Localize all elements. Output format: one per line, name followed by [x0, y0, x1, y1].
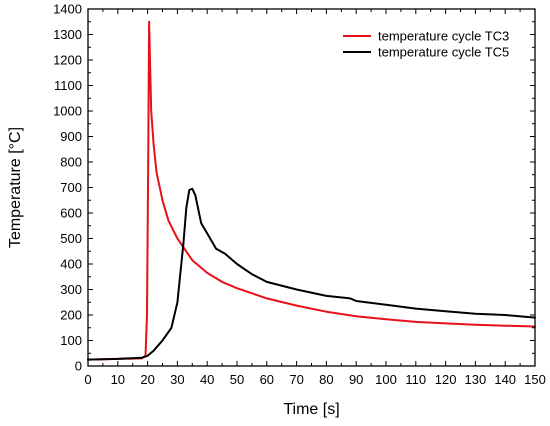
- x-tick-label: 150: [524, 372, 546, 387]
- legend-label: temperature cycle TC5: [378, 45, 509, 60]
- x-tick-label: 120: [435, 372, 457, 387]
- y-tick-label: 400: [60, 257, 82, 272]
- axes-layer: 0 10 20 30 40 50 60 70 80 90 100 110 120 130 140 150 0 10…: [53, 2, 546, 388]
- y-tick-label: 500: [60, 231, 82, 246]
- x-tick-label: 10: [111, 372, 125, 387]
- x-tick-label: 0: [84, 372, 91, 387]
- y-tick-label: 1300: [53, 27, 82, 42]
- x-tick-label: 100: [375, 372, 397, 387]
- y-tick-label: 1400: [53, 2, 82, 17]
- y-tick-label: 600: [60, 206, 82, 221]
- x-tick-label: 50: [230, 372, 244, 387]
- y-tick-label: 1200: [53, 53, 82, 68]
- x-tick-label: 30: [170, 372, 184, 387]
- y-tick-label: 100: [60, 333, 82, 348]
- x-tick-label: 130: [465, 372, 487, 387]
- x-tick-label: 110: [405, 372, 426, 387]
- y-tick-label: 300: [60, 282, 82, 297]
- y-tick-label: 700: [60, 180, 82, 195]
- x-tick-label: 20: [140, 372, 154, 387]
- legend-label: temperature cycle TC3: [378, 29, 509, 44]
- y-tick-label: 1100: [54, 78, 82, 93]
- y-tick-label: 900: [60, 129, 82, 144]
- x-tick-label: 70: [289, 372, 303, 387]
- y-tick-label: 1000: [53, 104, 82, 119]
- y-axis-title: Temperature [°C]: [7, 127, 24, 248]
- y-tick-label: 800: [60, 155, 82, 170]
- plot-layer: [87, 20, 536, 361]
- x-tick-label: 60: [260, 372, 274, 387]
- series-line: [87, 20, 536, 361]
- x-axis-title: Time [s]: [283, 401, 339, 418]
- x-tick-label: 90: [349, 372, 363, 387]
- x-tick-label: 80: [319, 372, 333, 387]
- x-tick-label: 140: [494, 372, 516, 387]
- y-tick-label: 0: [75, 359, 82, 374]
- series-line: [87, 187, 536, 361]
- x-tick-label: 40: [200, 372, 214, 387]
- y-tick-label: 200: [60, 308, 82, 323]
